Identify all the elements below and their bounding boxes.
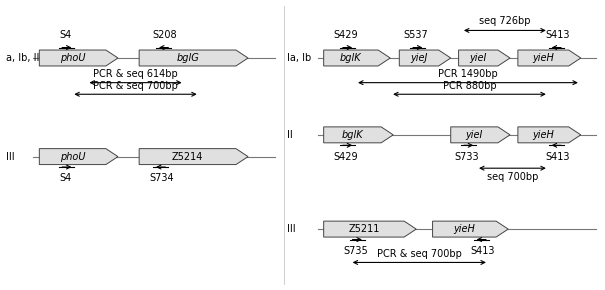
Text: S429: S429 bbox=[334, 30, 358, 40]
Text: S413: S413 bbox=[471, 246, 495, 256]
Text: S4: S4 bbox=[59, 173, 71, 183]
Text: S733: S733 bbox=[455, 152, 479, 162]
Text: III: III bbox=[6, 152, 15, 162]
Text: S413: S413 bbox=[546, 30, 570, 40]
Polygon shape bbox=[39, 50, 118, 66]
Text: seq 700bp: seq 700bp bbox=[487, 172, 538, 182]
Text: Ia, Ib: Ia, Ib bbox=[287, 53, 312, 63]
Polygon shape bbox=[39, 148, 118, 165]
Text: S537: S537 bbox=[404, 30, 428, 40]
Polygon shape bbox=[139, 148, 248, 165]
Polygon shape bbox=[518, 50, 581, 66]
Text: bglG: bglG bbox=[176, 53, 199, 63]
Text: yieH: yieH bbox=[453, 224, 476, 234]
Text: PCR 880bp: PCR 880bp bbox=[443, 81, 496, 91]
Text: yieJ: yieJ bbox=[410, 53, 428, 63]
Text: S4: S4 bbox=[59, 30, 71, 40]
Text: yieH: yieH bbox=[532, 53, 554, 63]
Text: S429: S429 bbox=[334, 152, 358, 162]
Text: yieH: yieH bbox=[532, 130, 554, 140]
Polygon shape bbox=[139, 50, 248, 66]
Text: bglK: bglK bbox=[340, 53, 362, 63]
Text: S735: S735 bbox=[344, 246, 368, 256]
Text: III: III bbox=[287, 224, 296, 234]
Text: PCR 1490bp: PCR 1490bp bbox=[439, 69, 498, 79]
Text: II: II bbox=[287, 130, 293, 140]
Polygon shape bbox=[399, 50, 451, 66]
Text: bglK: bglK bbox=[342, 130, 363, 140]
Text: Z5211: Z5211 bbox=[348, 224, 379, 234]
Text: S734: S734 bbox=[150, 173, 174, 183]
Text: yieI: yieI bbox=[469, 53, 487, 63]
Polygon shape bbox=[324, 127, 393, 143]
Polygon shape bbox=[433, 221, 508, 237]
Text: PCR & seq 700bp: PCR & seq 700bp bbox=[377, 249, 462, 259]
Text: S208: S208 bbox=[153, 30, 177, 40]
Text: PCR & seq 700bp: PCR & seq 700bp bbox=[93, 81, 178, 91]
Text: a, Ib, II: a, Ib, II bbox=[6, 53, 39, 63]
Text: phoU: phoU bbox=[60, 53, 85, 63]
Polygon shape bbox=[451, 127, 510, 143]
Text: S413: S413 bbox=[546, 152, 570, 162]
Polygon shape bbox=[324, 221, 416, 237]
Polygon shape bbox=[459, 50, 510, 66]
Text: PCR & seq 614bp: PCR & seq 614bp bbox=[93, 69, 178, 79]
Text: yieI: yieI bbox=[466, 130, 483, 140]
Polygon shape bbox=[324, 50, 390, 66]
Text: phoU: phoU bbox=[60, 152, 85, 162]
Text: Z5214: Z5214 bbox=[172, 152, 203, 162]
Text: seq 726bp: seq 726bp bbox=[479, 17, 531, 26]
Polygon shape bbox=[518, 127, 581, 143]
